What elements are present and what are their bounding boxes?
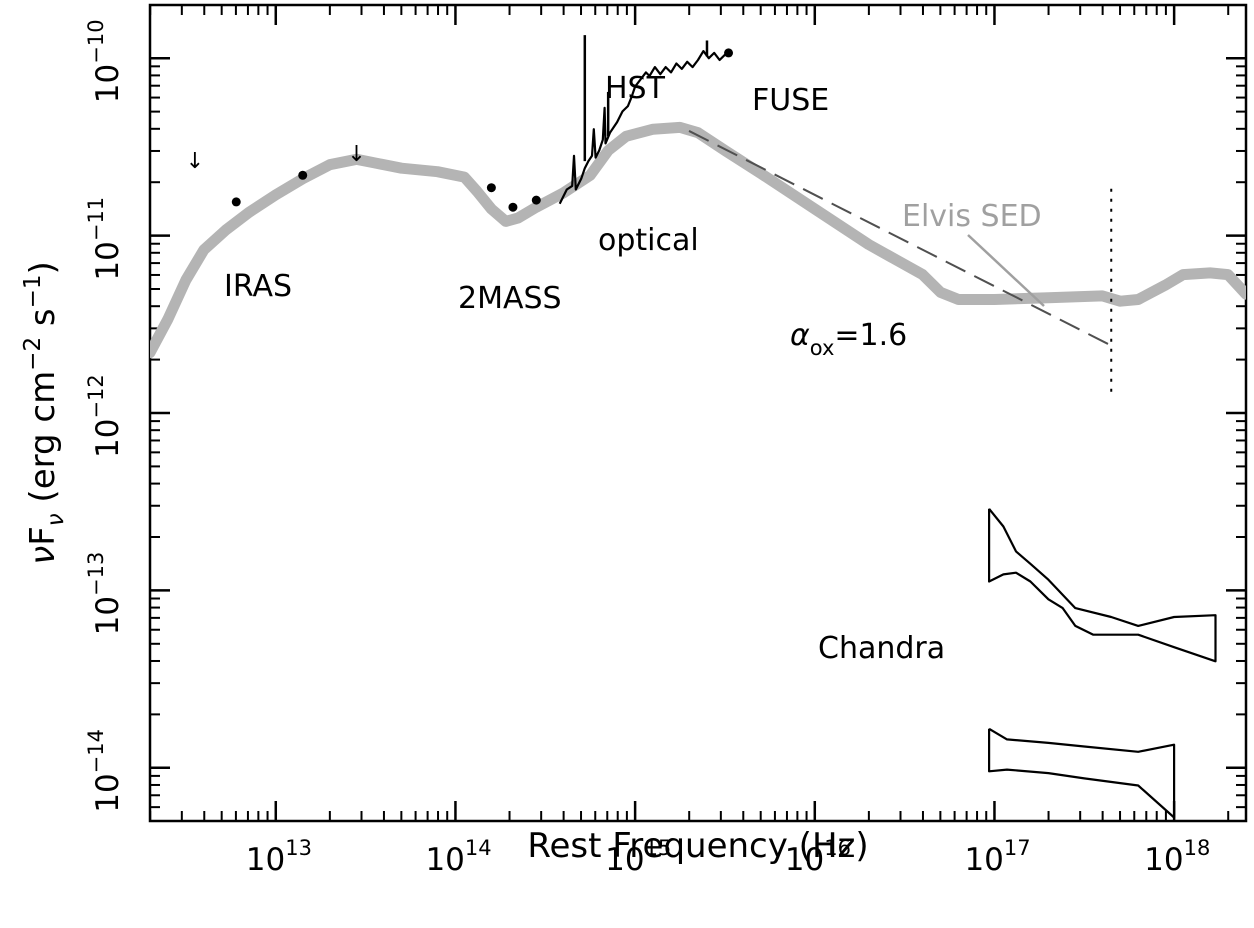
x-axis-title: Rest Frequency (Hz): [527, 826, 868, 866]
x-tick-base: 10: [425, 842, 464, 878]
hst-spectrum: [558, 49, 726, 205]
y-tick-exponent: −14: [84, 729, 108, 773]
x-tick-exponent: 13: [285, 836, 312, 860]
x-tick-label: 1013: [246, 836, 312, 878]
photometry-point: [486, 183, 496, 193]
x-tick-label: 1016: [785, 836, 851, 878]
y-tick-exponent: −13: [84, 552, 108, 596]
series-group: [150, 35, 1246, 819]
y-tick-label: 10−11: [84, 197, 126, 281]
x-tick-base: 10: [605, 842, 644, 878]
alpha-subscript: ox: [810, 336, 835, 360]
chandra-bowtie: [987, 508, 1217, 663]
y-tick-base: 10: [90, 241, 126, 280]
y-tick-label: 10−10: [84, 19, 126, 103]
y-tick-exponent: −11: [84, 197, 108, 241]
y-tick-base: 10: [90, 419, 126, 458]
minor-ticks: [149, 5, 1246, 821]
photometry-point: [724, 48, 734, 58]
x-tick-base: 10: [785, 842, 824, 878]
label-chandra: Chandra: [818, 631, 945, 666]
x-tick-label: 1015: [605, 836, 671, 878]
elvis-label-pointer: [967, 234, 1045, 307]
y-tick-exponent: −10: [84, 19, 108, 63]
y-title-close: ): [23, 261, 63, 274]
photometry-point: [531, 195, 541, 205]
photometry-point: [231, 197, 241, 207]
marker-layer: ↓ ↓: [186, 48, 734, 212]
y-tick-base: 10: [90, 64, 126, 103]
y-title-s: s: [23, 308, 63, 337]
upper-limit-arrow: ↓: [347, 142, 365, 167]
alpha-ox-line: [688, 130, 1112, 347]
label-2mass: 2MASS: [458, 281, 562, 316]
x-tick-exponent: 18: [1184, 836, 1211, 860]
y-tick-label: 10−13: [84, 552, 126, 636]
label-hst: HST: [605, 71, 666, 106]
label-iras: IRAS: [224, 269, 292, 304]
y-title-sub: ν: [43, 513, 69, 526]
x-tick-base: 10: [964, 842, 1003, 878]
x-tick-exponent: 17: [1004, 836, 1031, 860]
alpha-value: =1.6: [834, 318, 907, 353]
y-title-units: (erg cm: [23, 371, 63, 514]
y-title-f: F: [23, 526, 63, 546]
y-tick-exponent: −12: [84, 374, 108, 418]
y-tick-label: 10−14: [84, 729, 126, 813]
y-tick-base: 10: [90, 596, 126, 635]
photometry-point: [508, 202, 518, 212]
chandra-bowtie: [987, 727, 1176, 819]
x-tick-exponent: 14: [465, 836, 492, 860]
label-alpha-ox: αox=1.6: [790, 318, 907, 360]
x-tick-exponent: 15: [645, 836, 672, 860]
y-tick-label: 10−12: [84, 374, 126, 458]
x-tick-label: 1018: [1144, 836, 1210, 878]
x-tick-labels: 1013 1014 1015 1016 1017 1018: [246, 836, 1211, 878]
alpha-symbol: α: [790, 318, 810, 353]
x-tick-base: 10: [246, 842, 285, 878]
label-fuse: FUSE: [752, 83, 829, 118]
label-optical: optical: [598, 223, 699, 258]
photometry-point: [298, 170, 308, 180]
y-title-exp2: −1: [20, 274, 46, 308]
y-tick-base: 10: [90, 773, 126, 812]
x-tick-base: 10: [1144, 842, 1183, 878]
y-axis-title: νFν (erg cm−2 s−1): [20, 261, 69, 565]
x-tick-label: 1017: [964, 836, 1030, 878]
upper-limit-arrow: ↓: [186, 149, 204, 174]
x-tick-exponent: 16: [824, 836, 851, 860]
x-tick-label: 1014: [425, 836, 491, 878]
y-title-exp1: −2: [20, 337, 46, 371]
series-layer: [150, 35, 1246, 819]
y-title-nu: ν: [23, 546, 63, 565]
label-elvis-sed: Elvis SED: [902, 199, 1042, 234]
